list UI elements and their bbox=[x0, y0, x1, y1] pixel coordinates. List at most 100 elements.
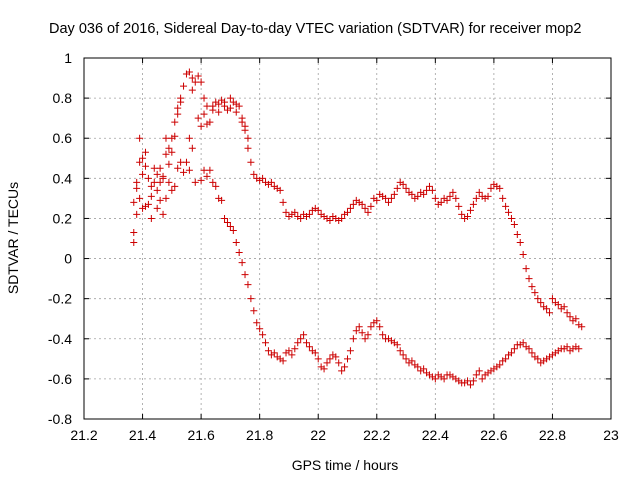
x-tick-label: 22.8 bbox=[539, 427, 566, 443]
data-point-trace-lower bbox=[247, 295, 255, 303]
data-point-trace-upper bbox=[165, 144, 173, 152]
data-point-trace-cluster bbox=[156, 178, 164, 186]
data-point-trace-upper bbox=[171, 118, 179, 126]
data-point-trace-cluster bbox=[223, 106, 231, 114]
data-point-trace-upper bbox=[425, 182, 433, 190]
data-point-trace-upper bbox=[572, 315, 580, 323]
data-point-trace-lower bbox=[376, 323, 384, 331]
data-point-trace-cluster bbox=[159, 172, 167, 180]
data-point-trace-upper bbox=[373, 196, 381, 204]
axis-ticks: 21.2 21.4 21.6 21.8 22 22.2 22.4 22.6 22.8 23 -0.8… bbox=[48, 50, 619, 443]
data-point-trace-upper bbox=[247, 158, 255, 166]
data-point-trace-cluster bbox=[144, 200, 152, 208]
data-point-trace-lower bbox=[288, 351, 296, 359]
data-point-trace-cluster bbox=[147, 214, 155, 222]
data-point-trace-cluster bbox=[139, 170, 147, 178]
data-point-trace-cluster bbox=[153, 204, 161, 212]
data-point-trace-cluster bbox=[141, 148, 149, 156]
data-point-trace-cluster bbox=[191, 178, 199, 186]
data-point-trace-lower bbox=[291, 345, 299, 353]
data-point-trace-lower bbox=[393, 341, 401, 349]
data-point-trace-lower bbox=[349, 335, 357, 343]
data-point-trace-cluster bbox=[147, 192, 155, 200]
data-point-trace-lower bbox=[525, 345, 533, 353]
data-point-trace-cluster bbox=[197, 122, 205, 130]
data-point-trace-upper bbox=[180, 82, 188, 90]
data-point-trace-cluster bbox=[130, 239, 138, 247]
y-tick-label: 0 bbox=[64, 251, 72, 267]
data-point-trace-lower bbox=[496, 361, 504, 369]
data-point-trace-upper bbox=[519, 251, 527, 259]
data-point-trace-upper bbox=[420, 190, 428, 198]
data-point-trace-upper bbox=[344, 208, 351, 216]
data-point-trace-upper bbox=[141, 162, 149, 170]
data-point-trace-lower bbox=[379, 331, 387, 339]
data-point-trace-cluster bbox=[226, 94, 234, 102]
data-point-trace-lower bbox=[311, 349, 319, 357]
data-point-trace-upper bbox=[358, 200, 366, 208]
data-point-trace-upper bbox=[259, 174, 267, 182]
data-point-trace-cluster bbox=[177, 98, 185, 106]
data-point-trace-upper bbox=[156, 164, 164, 172]
x-axis-label: GPS time / hours bbox=[292, 457, 399, 473]
data-point-trace-lower bbox=[469, 377, 477, 385]
data-point-trace-upper bbox=[200, 94, 208, 102]
data-point-trace-upper bbox=[282, 208, 290, 216]
data-point-trace-upper bbox=[291, 208, 299, 216]
data-point-trace-lower bbox=[396, 347, 404, 355]
data-point-trace-upper bbox=[139, 154, 147, 162]
data-point-trace-cluster bbox=[171, 182, 179, 190]
data-point-trace-upper bbox=[507, 214, 515, 222]
data-point-trace-lower bbox=[279, 357, 287, 365]
data-point-trace-upper bbox=[382, 194, 390, 202]
data-point-trace-upper bbox=[466, 206, 474, 214]
x-tick-label: 21.4 bbox=[129, 427, 156, 443]
data-point-trace-cluster bbox=[130, 228, 138, 236]
data-point-trace-upper bbox=[516, 239, 524, 247]
data-point-trace-upper bbox=[522, 265, 530, 273]
data-point-trace-upper bbox=[361, 204, 369, 212]
data-point-trace-upper bbox=[185, 68, 193, 76]
data-point-trace-lower bbox=[226, 222, 234, 230]
data-point-trace-cluster bbox=[133, 178, 141, 186]
data-point-trace-cluster bbox=[241, 122, 249, 130]
data-point-trace-upper bbox=[197, 78, 205, 86]
data-point-trace-lower bbox=[209, 178, 217, 186]
data-point-trace-upper bbox=[326, 216, 334, 224]
data-point-trace-lower bbox=[472, 371, 480, 379]
data-point-trace-cluster bbox=[136, 134, 144, 142]
x-tick-label: 23 bbox=[603, 427, 619, 443]
x-tick-label: 21.8 bbox=[246, 427, 273, 443]
data-point-trace-lower bbox=[241, 271, 249, 279]
data-point-trace-upper bbox=[314, 206, 322, 214]
data-point-trace-lower bbox=[420, 365, 428, 373]
data-point-trace-upper bbox=[402, 184, 410, 192]
y-tick-label: -0.8 bbox=[48, 411, 72, 427]
data-point-trace-upper bbox=[267, 178, 275, 186]
data-point-trace-lower bbox=[341, 363, 349, 371]
data-point-trace-lower bbox=[408, 357, 416, 365]
data-point-trace-lower bbox=[270, 349, 278, 357]
data-point-trace-upper bbox=[534, 295, 542, 303]
data-point-trace-upper bbox=[472, 194, 480, 202]
data-point-trace-upper bbox=[147, 182, 155, 190]
data-point-trace-cluster bbox=[136, 194, 144, 202]
data-point-trace-lower bbox=[232, 239, 240, 247]
data-point-trace-cluster bbox=[200, 166, 208, 174]
data-point-trace-upper bbox=[349, 200, 357, 208]
data-point-trace-upper bbox=[446, 192, 454, 200]
data-point-trace-lower bbox=[346, 347, 354, 355]
data-point-trace-upper bbox=[464, 212, 472, 220]
x-tick-label: 21.6 bbox=[187, 427, 214, 443]
data-point-trace-cluster bbox=[165, 160, 173, 168]
data-point-trace-upper bbox=[455, 202, 463, 210]
data-point-trace-upper bbox=[510, 220, 518, 228]
data-point-trace-cluster bbox=[168, 186, 176, 194]
data-point-trace-cluster bbox=[200, 110, 208, 118]
x-tick-label: 22.2 bbox=[363, 427, 390, 443]
data-point-trace-cluster bbox=[238, 118, 246, 126]
data-point-trace-cluster bbox=[194, 114, 202, 122]
data-point-trace-lower bbox=[464, 377, 472, 385]
data-point-trace-upper bbox=[203, 102, 211, 110]
